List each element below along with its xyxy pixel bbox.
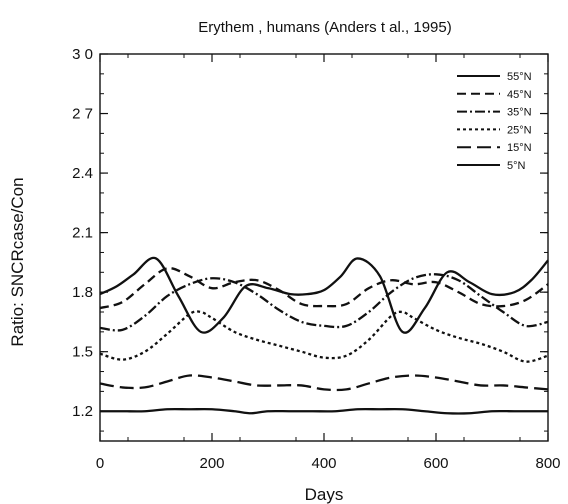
legend-label: 55°N	[507, 71, 532, 83]
y-tick-label: 2.1	[72, 225, 93, 242]
x-axis-label: Days	[305, 485, 344, 504]
y-tick-label: 3 0	[72, 46, 93, 63]
legend-label: 45°N	[507, 89, 532, 101]
legend-label: 15°N	[507, 142, 532, 154]
y-tick-label: 2.4	[72, 165, 93, 182]
y-tick-label: 1.5	[72, 344, 93, 361]
legend-label: 5°N	[507, 160, 526, 172]
x-tick-label: 0	[96, 455, 104, 472]
series-line-4	[99, 374, 549, 392]
axis-ticks: 0 200 400 600 800 1.2 1.5 1.8 2.1 2.4 2 7 3 0	[72, 46, 560, 472]
chart-title: Erythem , humans (Anders t al., 1995)	[198, 19, 451, 36]
y-tick-label: 1.8	[72, 284, 93, 301]
series-line-1	[99, 267, 549, 310]
x-tick-label: 400	[311, 455, 336, 472]
series-lines	[99, 256, 549, 415]
y-axis-label: Ratio: SNCRcase/Con	[8, 177, 27, 346]
series-line-0	[99, 256, 549, 334]
legend: 55°N 45°N 35°N 25°N 15°N 5°N	[457, 71, 532, 172]
x-tick-label: 200	[199, 455, 224, 472]
y-tick-label: 1.2	[72, 403, 93, 420]
x-tick-label: 600	[423, 455, 448, 472]
series-line-5	[100, 407, 548, 415]
y-tick-label: 2 7	[72, 106, 93, 123]
series-line-2	[99, 273, 549, 332]
series-line-3	[99, 310, 549, 363]
legend-label: 35°N	[507, 107, 532, 119]
x-tick-label: 800	[535, 455, 560, 472]
legend-label: 25°N	[507, 124, 532, 136]
